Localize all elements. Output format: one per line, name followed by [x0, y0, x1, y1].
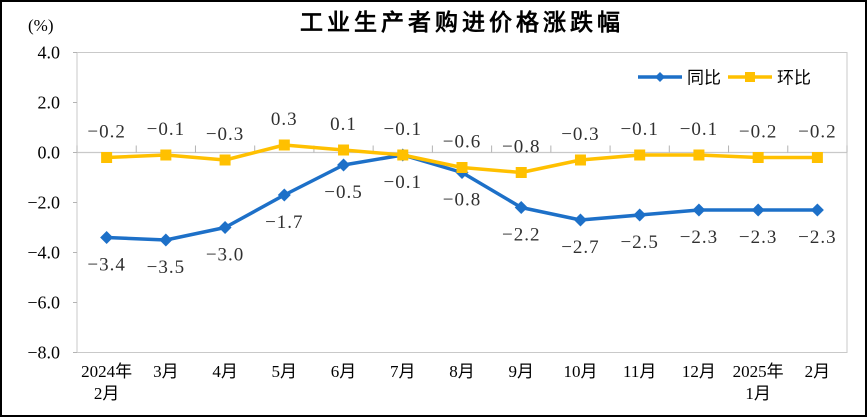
yoy-data-marker [633, 208, 647, 222]
yoy-data-label: −3.0 [206, 245, 244, 266]
x-axis-category-label: 8月 [449, 362, 475, 381]
yoy-data-marker [573, 213, 587, 227]
x-axis-category-label: 2025年 1月 [733, 362, 784, 403]
x-axis-category-label: 10月 [563, 362, 597, 381]
mom-data-marker [811, 152, 823, 163]
mom-data-marker [338, 144, 350, 156]
yoy-data-label: −0.5 [324, 182, 362, 203]
mom-data-label: −0.3 [206, 124, 244, 145]
yoy-data-marker [218, 221, 232, 234]
yoy-data-label: −1.7 [265, 212, 303, 233]
yoy-data-label: −0.1 [384, 172, 422, 193]
mom-data-label: 0.1 [330, 114, 357, 135]
x-axis-category-label: 2月 [805, 362, 831, 381]
x-axis-category-label: 11月 [623, 362, 656, 381]
mom-data-label: 0.3 [271, 109, 298, 130]
yoy-data-marker [751, 203, 765, 217]
yoy-data-label: −3.5 [147, 257, 185, 278]
y-axis-tick-label: −2.0 [27, 193, 60, 213]
y-axis-tick-label: −4.0 [27, 243, 60, 263]
x-axis-category-label: 7月 [390, 362, 416, 381]
mom-data-label: −0.1 [147, 119, 185, 140]
mom-data-label: −0.1 [620, 119, 658, 140]
mom-data-label: −0.1 [384, 119, 422, 140]
y-axis-tick-label: −6.0 [27, 293, 60, 313]
yoy-data-label: −3.4 [87, 255, 125, 276]
chart-title: 工业生产者购进价格涨跌幅 [300, 10, 624, 35]
mom-data-label: −0.2 [798, 122, 836, 143]
yoy-data-label: −0.8 [443, 190, 481, 211]
mom-data-label: −0.2 [87, 122, 125, 143]
mom-data-label: −0.1 [680, 119, 718, 140]
x-axis-category-label: 2024年 2月 [81, 362, 132, 403]
mom-data-label: −0.2 [739, 122, 777, 143]
x-axis-category-label: 4月 [212, 362, 238, 381]
mom-data-marker [397, 149, 409, 161]
mom-data-marker [752, 152, 764, 163]
x-axis-category-label: 5月 [272, 362, 298, 381]
mom-data-marker [515, 167, 527, 178]
yoy-data-label: −2.3 [798, 227, 836, 248]
yoy-data-label: −2.3 [680, 227, 718, 248]
mom-data-marker [278, 139, 290, 151]
y-axis-tick-label: −8.0 [27, 343, 60, 363]
mom-data-label: −0.6 [443, 132, 481, 153]
mom-data-marker [634, 149, 646, 161]
mom-data-label: −0.8 [502, 137, 540, 158]
x-axis-category-label: 12月 [682, 362, 716, 381]
yoy-data-marker [100, 231, 114, 244]
yoy-data-marker [159, 233, 173, 247]
x-axis-category-label: 9月 [508, 362, 534, 381]
legend-swatch-marker-mom [745, 72, 755, 82]
legend-label-mom: 环比 [777, 69, 811, 88]
mom-data-marker [101, 152, 113, 163]
yoy-data-marker [337, 158, 351, 172]
x-axis-category-label: 6月 [331, 362, 357, 381]
yoy-data-marker [277, 188, 291, 202]
mom-data-marker [219, 154, 231, 166]
yoy-data-label: −2.7 [561, 237, 599, 258]
y-axis-tick-label: 2.0 [38, 93, 61, 113]
yoy-data-marker [810, 203, 824, 217]
yoy-data-marker [514, 201, 528, 214]
mom-data-marker [456, 162, 468, 173]
mom-data-marker [693, 149, 705, 161]
yoy-data-label: −2.2 [502, 225, 540, 246]
mom-data-label: −0.3 [561, 124, 599, 145]
legend-swatch-marker-yoy [655, 72, 665, 82]
legend-label-yoy: 同比 [687, 69, 721, 88]
y-axis-unit-label: (%) [28, 16, 54, 35]
x-axis-category-label: 3月 [153, 362, 179, 381]
yoy-data-label: −2.5 [620, 232, 658, 253]
yoy-data-marker [692, 203, 706, 217]
y-axis-tick-label: 4.0 [38, 43, 61, 63]
y-axis-tick-label: 0.0 [38, 143, 61, 163]
mom-data-marker [160, 149, 172, 161]
mom-data-marker [574, 154, 586, 166]
yoy-data-label: −2.3 [739, 227, 777, 248]
